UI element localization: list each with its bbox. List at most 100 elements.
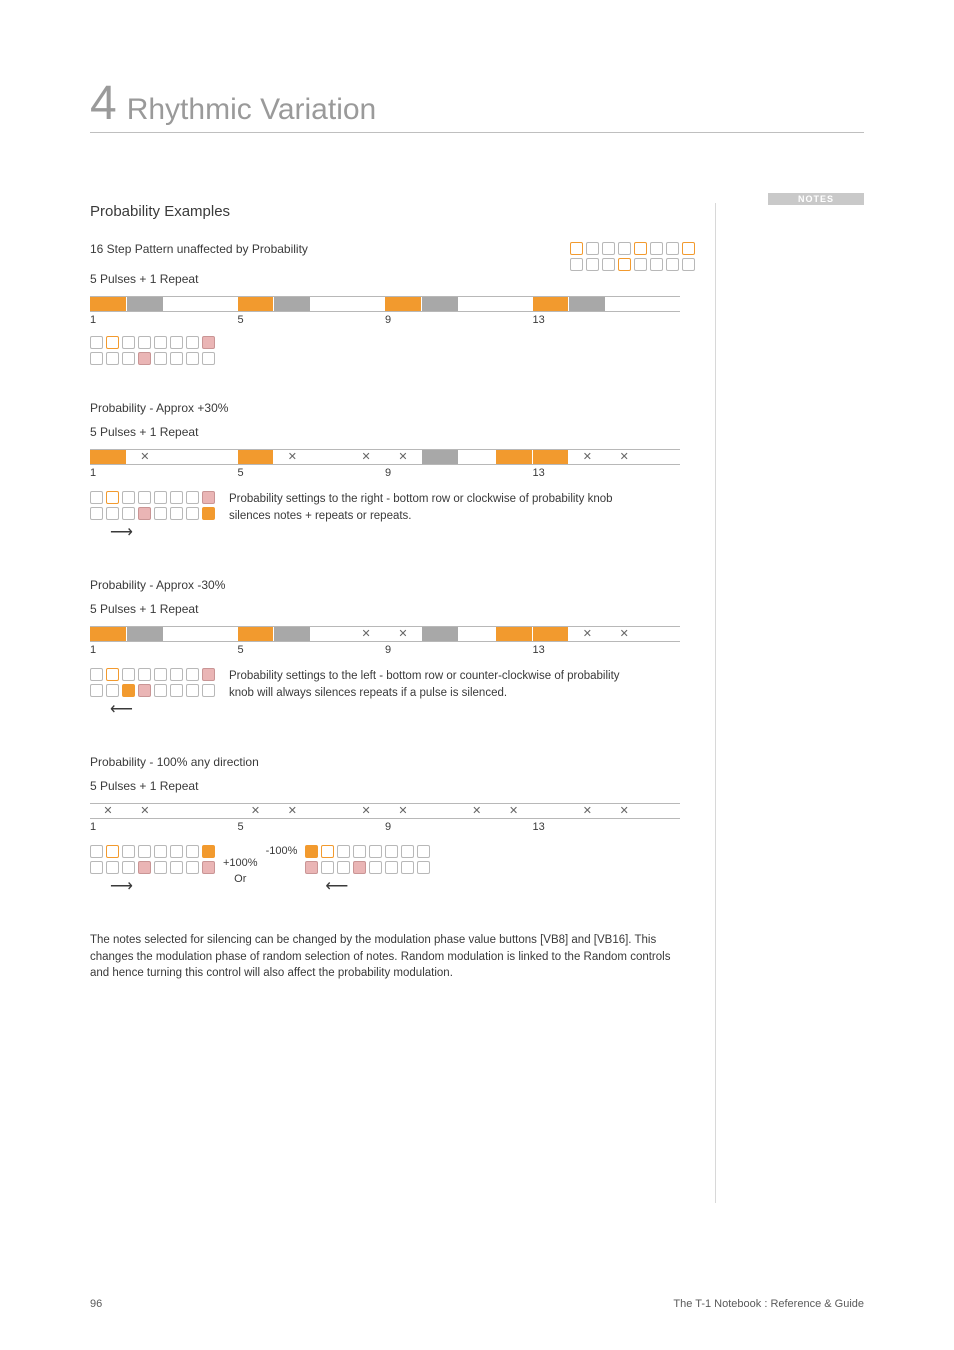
key-cell [186, 352, 199, 365]
key-cell [417, 845, 430, 858]
key-cell [154, 491, 167, 504]
key-cell [586, 242, 599, 255]
arrow-left-icon: ⟵ [110, 699, 133, 719]
timeline-step: ✕ [348, 804, 385, 818]
key-cell [305, 861, 318, 874]
timeline-step [422, 297, 459, 311]
x-mark-icon: ✕ [361, 452, 370, 463]
key-cell [321, 845, 334, 858]
x-mark-icon: ✕ [103, 806, 112, 817]
ex4-grids: ⟶ +100% Or -100% ⟵ [90, 845, 695, 896]
key-cell [417, 861, 430, 874]
key-cell [682, 242, 695, 255]
key-cell [122, 684, 135, 697]
example-3: Probability - Approx -30% 5 Pulses + 1 R… [90, 578, 695, 719]
key-cell [321, 861, 334, 874]
timeline-step [348, 297, 385, 311]
arrow-right-icon: ⟶ [110, 876, 133, 896]
timeline-step [238, 297, 275, 311]
timeline-step: ✕ [569, 627, 606, 641]
key-cell [106, 352, 119, 365]
timeline-step [238, 627, 275, 641]
key-cell [202, 336, 215, 349]
key-cell [186, 845, 199, 858]
timeline-step: ✕ [385, 627, 422, 641]
key-cell [337, 845, 350, 858]
ex4-axis: 15913 [90, 821, 680, 833]
key-cell [106, 336, 119, 349]
key-cell [138, 668, 151, 681]
key-cell [186, 668, 199, 681]
key-row [570, 242, 695, 255]
timeline-step [90, 450, 127, 464]
key-cell [154, 668, 167, 681]
key-cell [602, 258, 615, 271]
x-mark-icon: ✕ [288, 806, 297, 817]
axis-label: 1 [90, 314, 238, 326]
key-cell [138, 684, 151, 697]
ex4-grid-right-wrap: ⟵ [305, 845, 430, 896]
timeline-step [496, 297, 533, 311]
timeline-step: ✕ [569, 804, 606, 818]
key-cell [586, 258, 599, 271]
key-cell [666, 242, 679, 255]
ex1-grid-topright [570, 242, 695, 271]
timeline-step: ✕ [274, 450, 311, 464]
key-cell [305, 845, 318, 858]
key-row [90, 336, 215, 349]
timeline-step: ✕ [569, 450, 606, 464]
timeline-step: ✕ [127, 804, 164, 818]
key-cell [369, 845, 382, 858]
key-cell [90, 491, 103, 504]
ex4-subtitle: 5 Pulses + 1 Repeat [90, 779, 695, 793]
ex2-desc: Probability settings to the right - bott… [229, 491, 619, 524]
axis-label: 1 [90, 644, 238, 656]
x-mark-icon: ✕ [361, 806, 370, 817]
notes-label: NOTES [768, 193, 864, 205]
key-cell [154, 861, 167, 874]
axis-label: 13 [533, 467, 681, 479]
example-1: 16 Step Pattern unaffected by Probabilit… [90, 242, 695, 365]
arrow-left-icon: ⟵ [325, 876, 348, 896]
doc-title: The T-1 Notebook : Reference & Guide [673, 1298, 864, 1310]
key-cell [618, 258, 631, 271]
key-cell [650, 242, 663, 255]
x-mark-icon: ✕ [583, 806, 592, 817]
x-mark-icon: ✕ [620, 629, 629, 640]
key-cell [186, 684, 199, 697]
timeline-step [533, 804, 570, 818]
main-column: Probability Examples 16 Step Pattern una… [90, 203, 715, 982]
key-cell [170, 507, 183, 520]
timeline-step [533, 297, 570, 311]
timeline-step [164, 627, 201, 641]
key-cell [90, 684, 103, 697]
timeline-step [90, 627, 127, 641]
key-cell [385, 845, 398, 858]
key-cell [154, 684, 167, 697]
key-cell [106, 684, 119, 697]
axis-label: 5 [238, 821, 386, 833]
timeline-step: ✕ [496, 804, 533, 818]
x-mark-icon: ✕ [583, 452, 592, 463]
ex3-desc: Probability settings to the left - botto… [229, 668, 629, 701]
ex1-axis: 15913 [90, 314, 680, 326]
key-cell [186, 336, 199, 349]
timeline-step [274, 627, 311, 641]
key-row [90, 352, 215, 365]
timeline-step [459, 297, 496, 311]
or-label: Or [234, 873, 246, 885]
x-mark-icon: ✕ [398, 452, 407, 463]
timeline-step [127, 297, 164, 311]
ex3-subtitle: 5 Pulses + 1 Repeat [90, 602, 695, 616]
key-cell [138, 352, 151, 365]
x-mark-icon: ✕ [288, 452, 297, 463]
key-cell [90, 352, 103, 365]
axis-label: 9 [385, 644, 533, 656]
axis-label: 5 [238, 314, 386, 326]
ex3-grid-wrap: ⟵ [90, 668, 215, 719]
chapter-number: 4 [90, 80, 117, 128]
key-cell [154, 336, 167, 349]
x-mark-icon: ✕ [620, 452, 629, 463]
key-cell [186, 507, 199, 520]
key-cell [170, 845, 183, 858]
